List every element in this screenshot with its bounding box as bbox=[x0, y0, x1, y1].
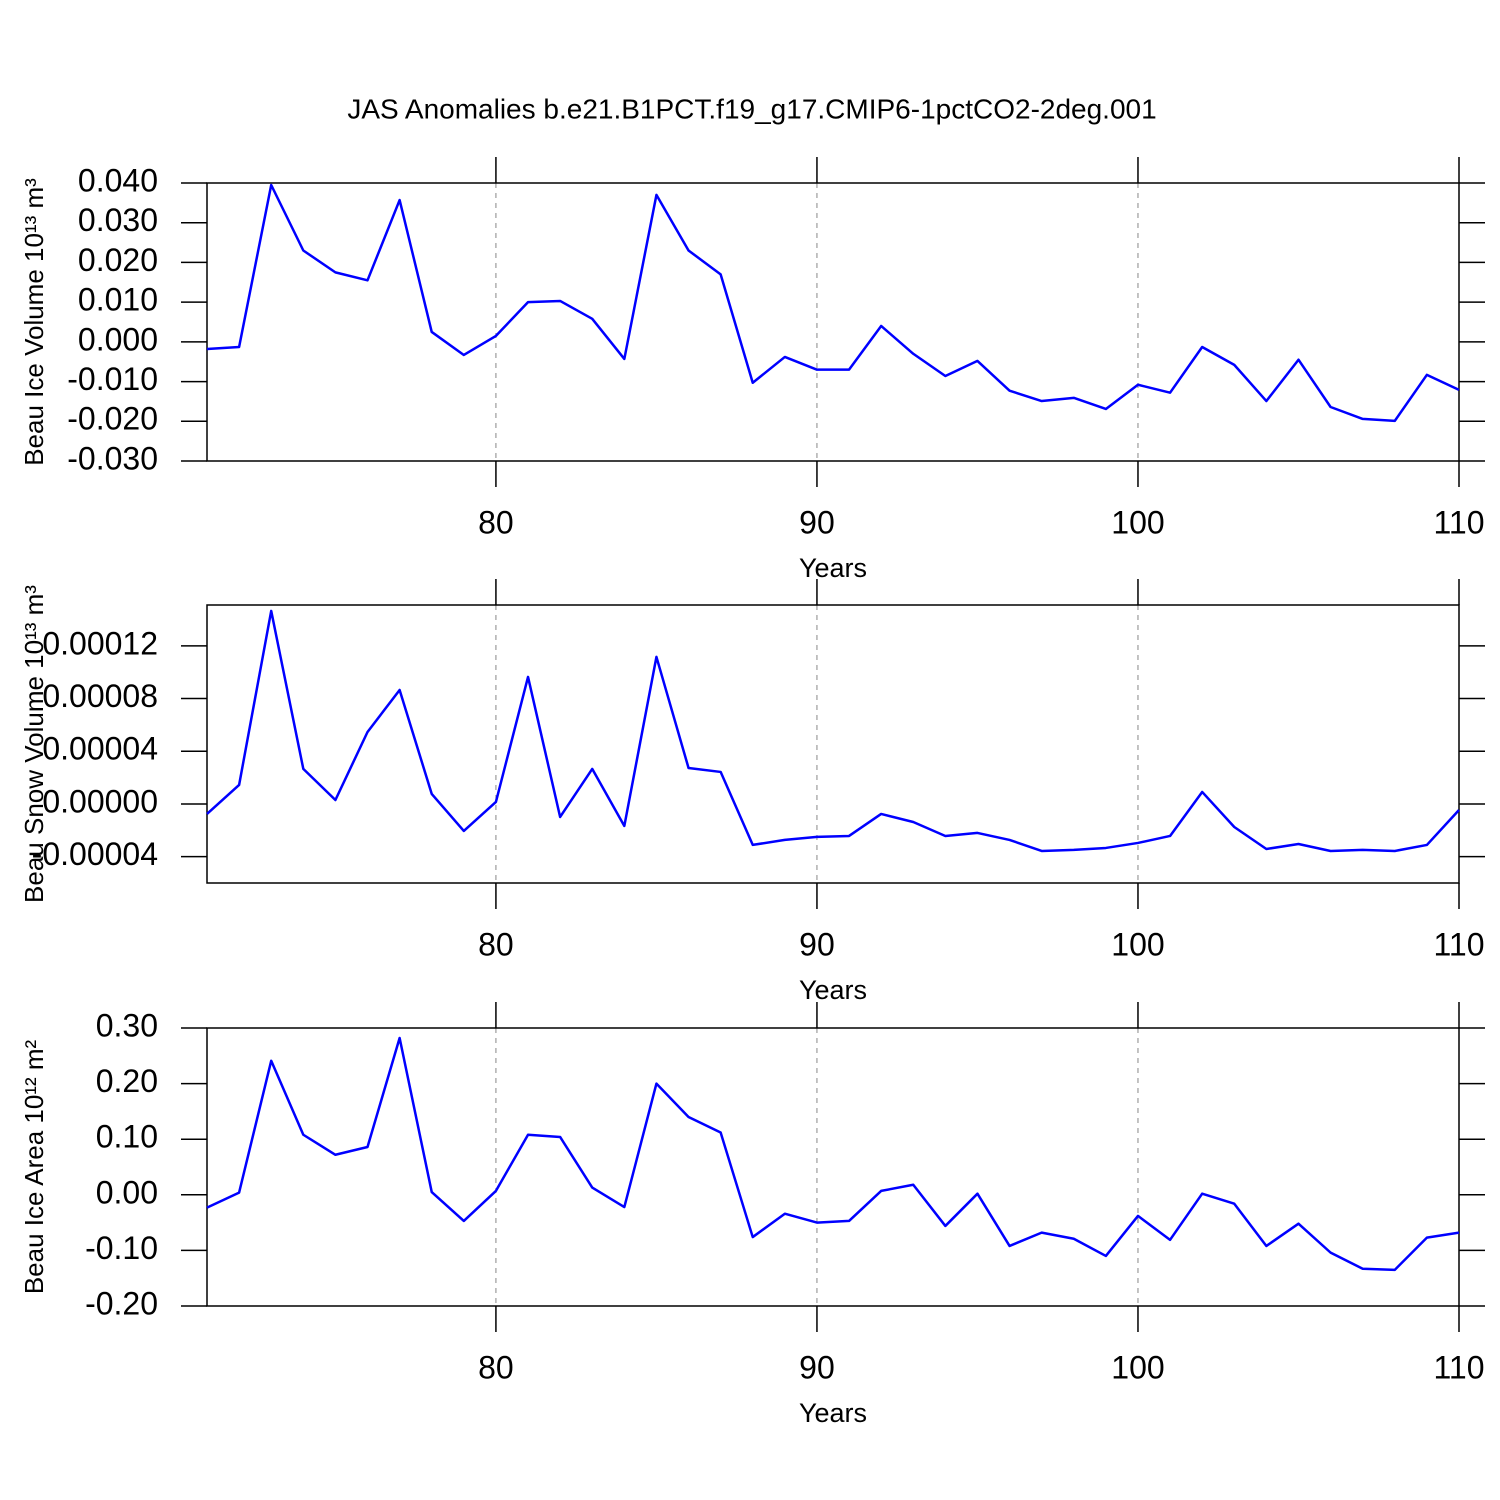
y-axis-label: Beau Ice Area 10¹² m² bbox=[19, 1039, 49, 1294]
y-tick-label: 0.00012 bbox=[42, 625, 158, 661]
x-tick-label: 100 bbox=[1111, 926, 1164, 962]
x-tick-label: 90 bbox=[799, 1349, 835, 1385]
y-axis-label: Beau Ice Volume 10¹³ m³ bbox=[19, 178, 49, 466]
x-tick-label: 80 bbox=[478, 504, 514, 540]
x-tick-label: 90 bbox=[799, 504, 835, 540]
y-tick-label: 0.010 bbox=[78, 282, 158, 318]
y-tick-label: -0.030 bbox=[67, 440, 158, 476]
data-line bbox=[206, 183, 1460, 423]
y-tick-label: -0.010 bbox=[67, 361, 158, 397]
y-tick-label: 0.30 bbox=[96, 1007, 158, 1043]
x-axis-label: Years bbox=[799, 975, 867, 1005]
x-axis-label: Years bbox=[799, 1398, 867, 1428]
y-tick-label: -0.00004 bbox=[32, 836, 158, 872]
x-tick-label: 110 bbox=[1433, 504, 1484, 540]
y-tick-label: 0.000 bbox=[78, 321, 158, 357]
chart-title: JAS Anomalies b.e21.B1PCT.f19_g17.CMIP6-… bbox=[347, 93, 1156, 124]
x-tick-label: 90 bbox=[799, 926, 835, 962]
x-tick-label: 110 bbox=[1433, 1349, 1484, 1385]
y-tick-label: 0.00000 bbox=[42, 783, 158, 819]
y-tick-label: -0.020 bbox=[67, 401, 158, 437]
y-tick-label: 0.020 bbox=[78, 242, 158, 278]
y-tick-label: 0.030 bbox=[78, 202, 158, 238]
plot-frame bbox=[206, 182, 1460, 462]
y-tick-label: 0.00 bbox=[96, 1174, 158, 1210]
x-tick-label: 100 bbox=[1111, 1349, 1164, 1385]
plot-frame bbox=[206, 604, 1460, 884]
x-axis-label: Years bbox=[799, 553, 867, 583]
y-tick-label: 0.00008 bbox=[42, 678, 158, 714]
y-tick-label: 0.10 bbox=[96, 1119, 158, 1155]
x-tick-label: 80 bbox=[478, 926, 514, 962]
y-tick-label: 0.00004 bbox=[42, 731, 158, 767]
x-tick-label: 100 bbox=[1111, 504, 1164, 540]
y-tick-label: 0.040 bbox=[78, 162, 158, 198]
plot-frame bbox=[206, 1027, 1460, 1307]
data-line bbox=[206, 609, 1460, 853]
y-tick-label: -0.20 bbox=[85, 1285, 158, 1321]
y-axis-label: Beau Snow Volume 10¹³ m³ bbox=[19, 585, 49, 903]
data-line bbox=[206, 1036, 1460, 1272]
y-tick-label: 0.20 bbox=[96, 1063, 158, 1099]
y-tick-label: -0.10 bbox=[85, 1230, 158, 1266]
x-tick-label: 80 bbox=[478, 1349, 514, 1385]
x-tick-label: 110 bbox=[1433, 926, 1484, 962]
